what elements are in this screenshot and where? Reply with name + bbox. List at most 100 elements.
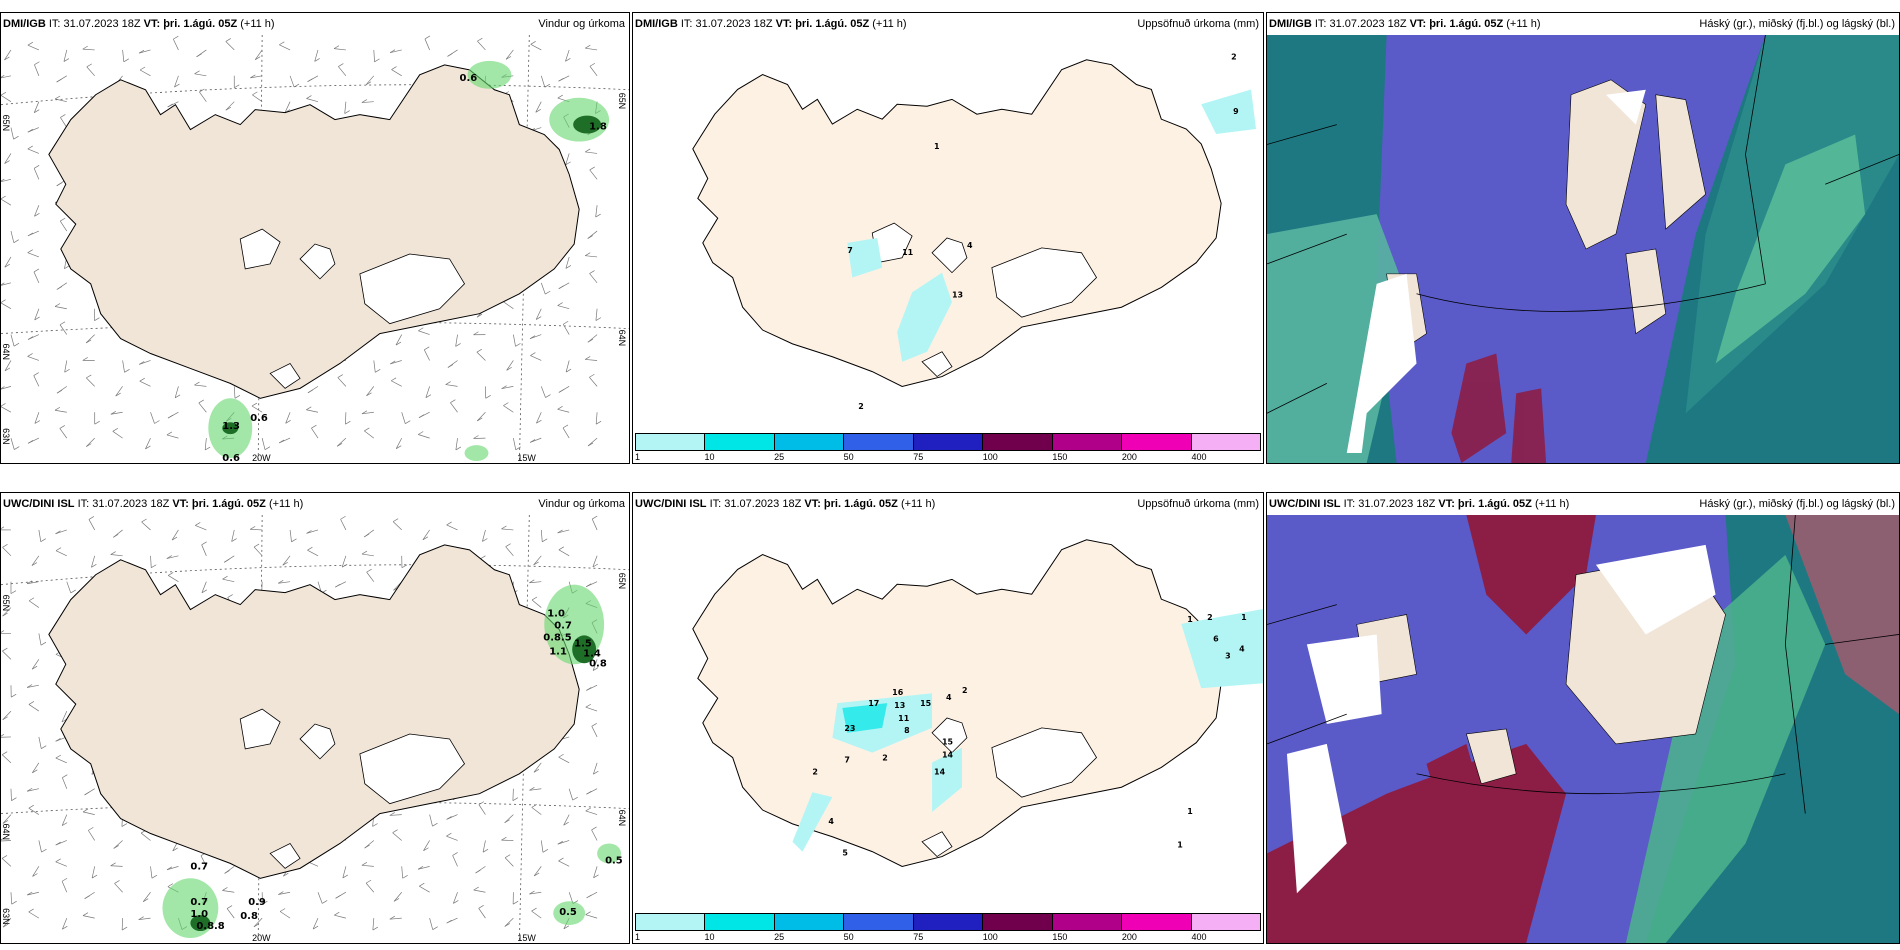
wind-barb <box>425 386 430 398</box>
wind-barb-tick <box>558 285 564 289</box>
wind-barb-tick <box>586 583 592 587</box>
wind-barb-tick <box>589 166 595 171</box>
wind-barb-tick <box>34 109 40 113</box>
wind-barb-tick <box>174 394 181 399</box>
wind-barb-tick <box>264 446 271 451</box>
panel-header: UWC/DINI ISL IT: 31.07.2023 18Z VT: þri.… <box>1267 493 1899 515</box>
wind-barb-tick <box>279 41 285 46</box>
wind-barb-tick <box>167 103 173 108</box>
wind-barb-tick <box>333 45 340 49</box>
wind-barb <box>250 529 263 531</box>
wind-barb <box>333 48 346 51</box>
wind-barb <box>389 814 402 816</box>
svg-text:64N: 64N <box>617 330 627 346</box>
wind-barb-tick <box>592 667 599 671</box>
wind-barb-tick <box>389 49 396 53</box>
wind-barb <box>2 650 12 660</box>
wind-barb-tick <box>278 891 284 895</box>
precip-values: 1.0 0.7 0.8.5 1.1 1.5 1.4 0.8 0.7 0.7 1.… <box>190 609 622 933</box>
precip-label: 0.5 <box>605 855 623 866</box>
wind-barb <box>225 41 235 51</box>
panel-title: Háský (gr.), miðský (fj.bl.) og lágský (… <box>1699 498 1895 510</box>
wind-barb <box>504 814 514 824</box>
wind-barb-tick <box>565 57 571 62</box>
colorbar: 1 10 25 50 75 100 150 200 400 <box>635 433 1261 462</box>
wind-barb-tick <box>251 402 258 407</box>
precip-label: 0.9 <box>248 897 266 908</box>
map-area[interactable] <box>1267 35 1899 463</box>
wind-barb <box>530 44 542 51</box>
wind-barb <box>473 889 486 893</box>
wind-barb-tick <box>342 874 348 879</box>
wind-barb <box>62 777 68 789</box>
wind-barb-tick <box>478 801 485 805</box>
wind-barb-tick <box>139 361 145 365</box>
map-area[interactable]: 1 2 1 6 4 3 2 4 16 13 17 15 11 8 23 15 1… <box>633 515 1263 911</box>
wind-barb <box>38 633 42 646</box>
precip-label: 17 <box>868 699 879 708</box>
wind-barb-tick <box>34 420 41 424</box>
boundaries <box>1267 35 1899 414</box>
wind-barb-tick <box>121 926 128 931</box>
wind-barb <box>563 814 570 826</box>
wind-barb-tick <box>473 886 479 891</box>
wind-barb-tick <box>473 331 479 336</box>
map-area[interactable] <box>1267 515 1899 943</box>
wind-barb-tick <box>418 327 424 332</box>
precip-label: 0.7 <box>190 897 208 908</box>
wind-barb-tick <box>364 844 370 849</box>
wind-barb <box>285 412 291 424</box>
wind-barb <box>231 529 235 542</box>
wind-barb-tick <box>422 536 429 541</box>
wind-barb <box>4 256 12 268</box>
wind-barb-tick <box>4 263 10 268</box>
colorbar-tick: 25 <box>774 452 785 462</box>
wind-barb-tick <box>4 56 10 61</box>
lead-time: (+11 h) <box>900 498 936 510</box>
wind-barb <box>503 301 514 310</box>
wind-barb <box>4 360 12 372</box>
wind-barb <box>565 153 570 165</box>
wind-barb <box>585 359 598 361</box>
wind-barb <box>10 127 14 140</box>
wind-barb-tick <box>26 684 33 688</box>
precip-label: 7 <box>844 756 850 765</box>
wind-barb-tick <box>84 791 90 796</box>
wind-barb-tick <box>27 232 34 237</box>
wind-barb <box>1 282 12 286</box>
iceland-land <box>692 59 1222 387</box>
wind-barb-tick <box>222 887 228 891</box>
wind-barb <box>557 305 570 310</box>
wind-barb <box>201 544 207 556</box>
colorbar: 1 10 25 50 75 100 150 200 400 <box>635 913 1261 942</box>
wind-barb-tick <box>405 420 411 424</box>
wind-barb-tick <box>361 99 368 103</box>
wind-barb-tick <box>1 403 6 407</box>
precip-label: 1.8 <box>589 122 607 133</box>
precip-label: 0.8.8 <box>196 921 224 932</box>
wind-barb-tick <box>505 543 511 547</box>
map-area[interactable]: 2 9 1 7 11 4 13 2 <box>633 35 1263 431</box>
precip-label: 15 <box>920 699 931 708</box>
wind-barb <box>418 434 430 439</box>
wind-barb-tick <box>542 538 548 543</box>
wind-barb-tick <box>138 916 144 920</box>
wind-barb <box>366 386 375 397</box>
wind-barb-tick <box>28 701 35 705</box>
wind-barb-tick <box>585 703 591 708</box>
svg-text:15W: 15W <box>517 453 536 463</box>
wind-barb-tick <box>70 589 76 594</box>
precip-label: 13 <box>894 701 905 710</box>
map-area[interactable]: 0.6 1.8 1.3 0.6 0.6 65N 64N 63N 65N 64N … <box>1 35 629 463</box>
wind-barb <box>504 917 514 927</box>
wind-barb <box>61 881 68 893</box>
wind-barb <box>455 438 458 450</box>
wind-barb-tick <box>41 848 47 853</box>
map-area[interactable]: 1.0 0.7 0.8.5 1.1 1.5 1.4 0.8 0.7 0.7 1.… <box>1 515 629 943</box>
colorbar-tick: 200 <box>1121 932 1137 942</box>
wind-barb-tick <box>446 919 452 924</box>
wind-barb-tick <box>171 536 178 541</box>
wind-barb-tick <box>56 389 63 394</box>
wind-barb-tick <box>307 78 313 82</box>
wind-barb-tick <box>27 353 33 357</box>
